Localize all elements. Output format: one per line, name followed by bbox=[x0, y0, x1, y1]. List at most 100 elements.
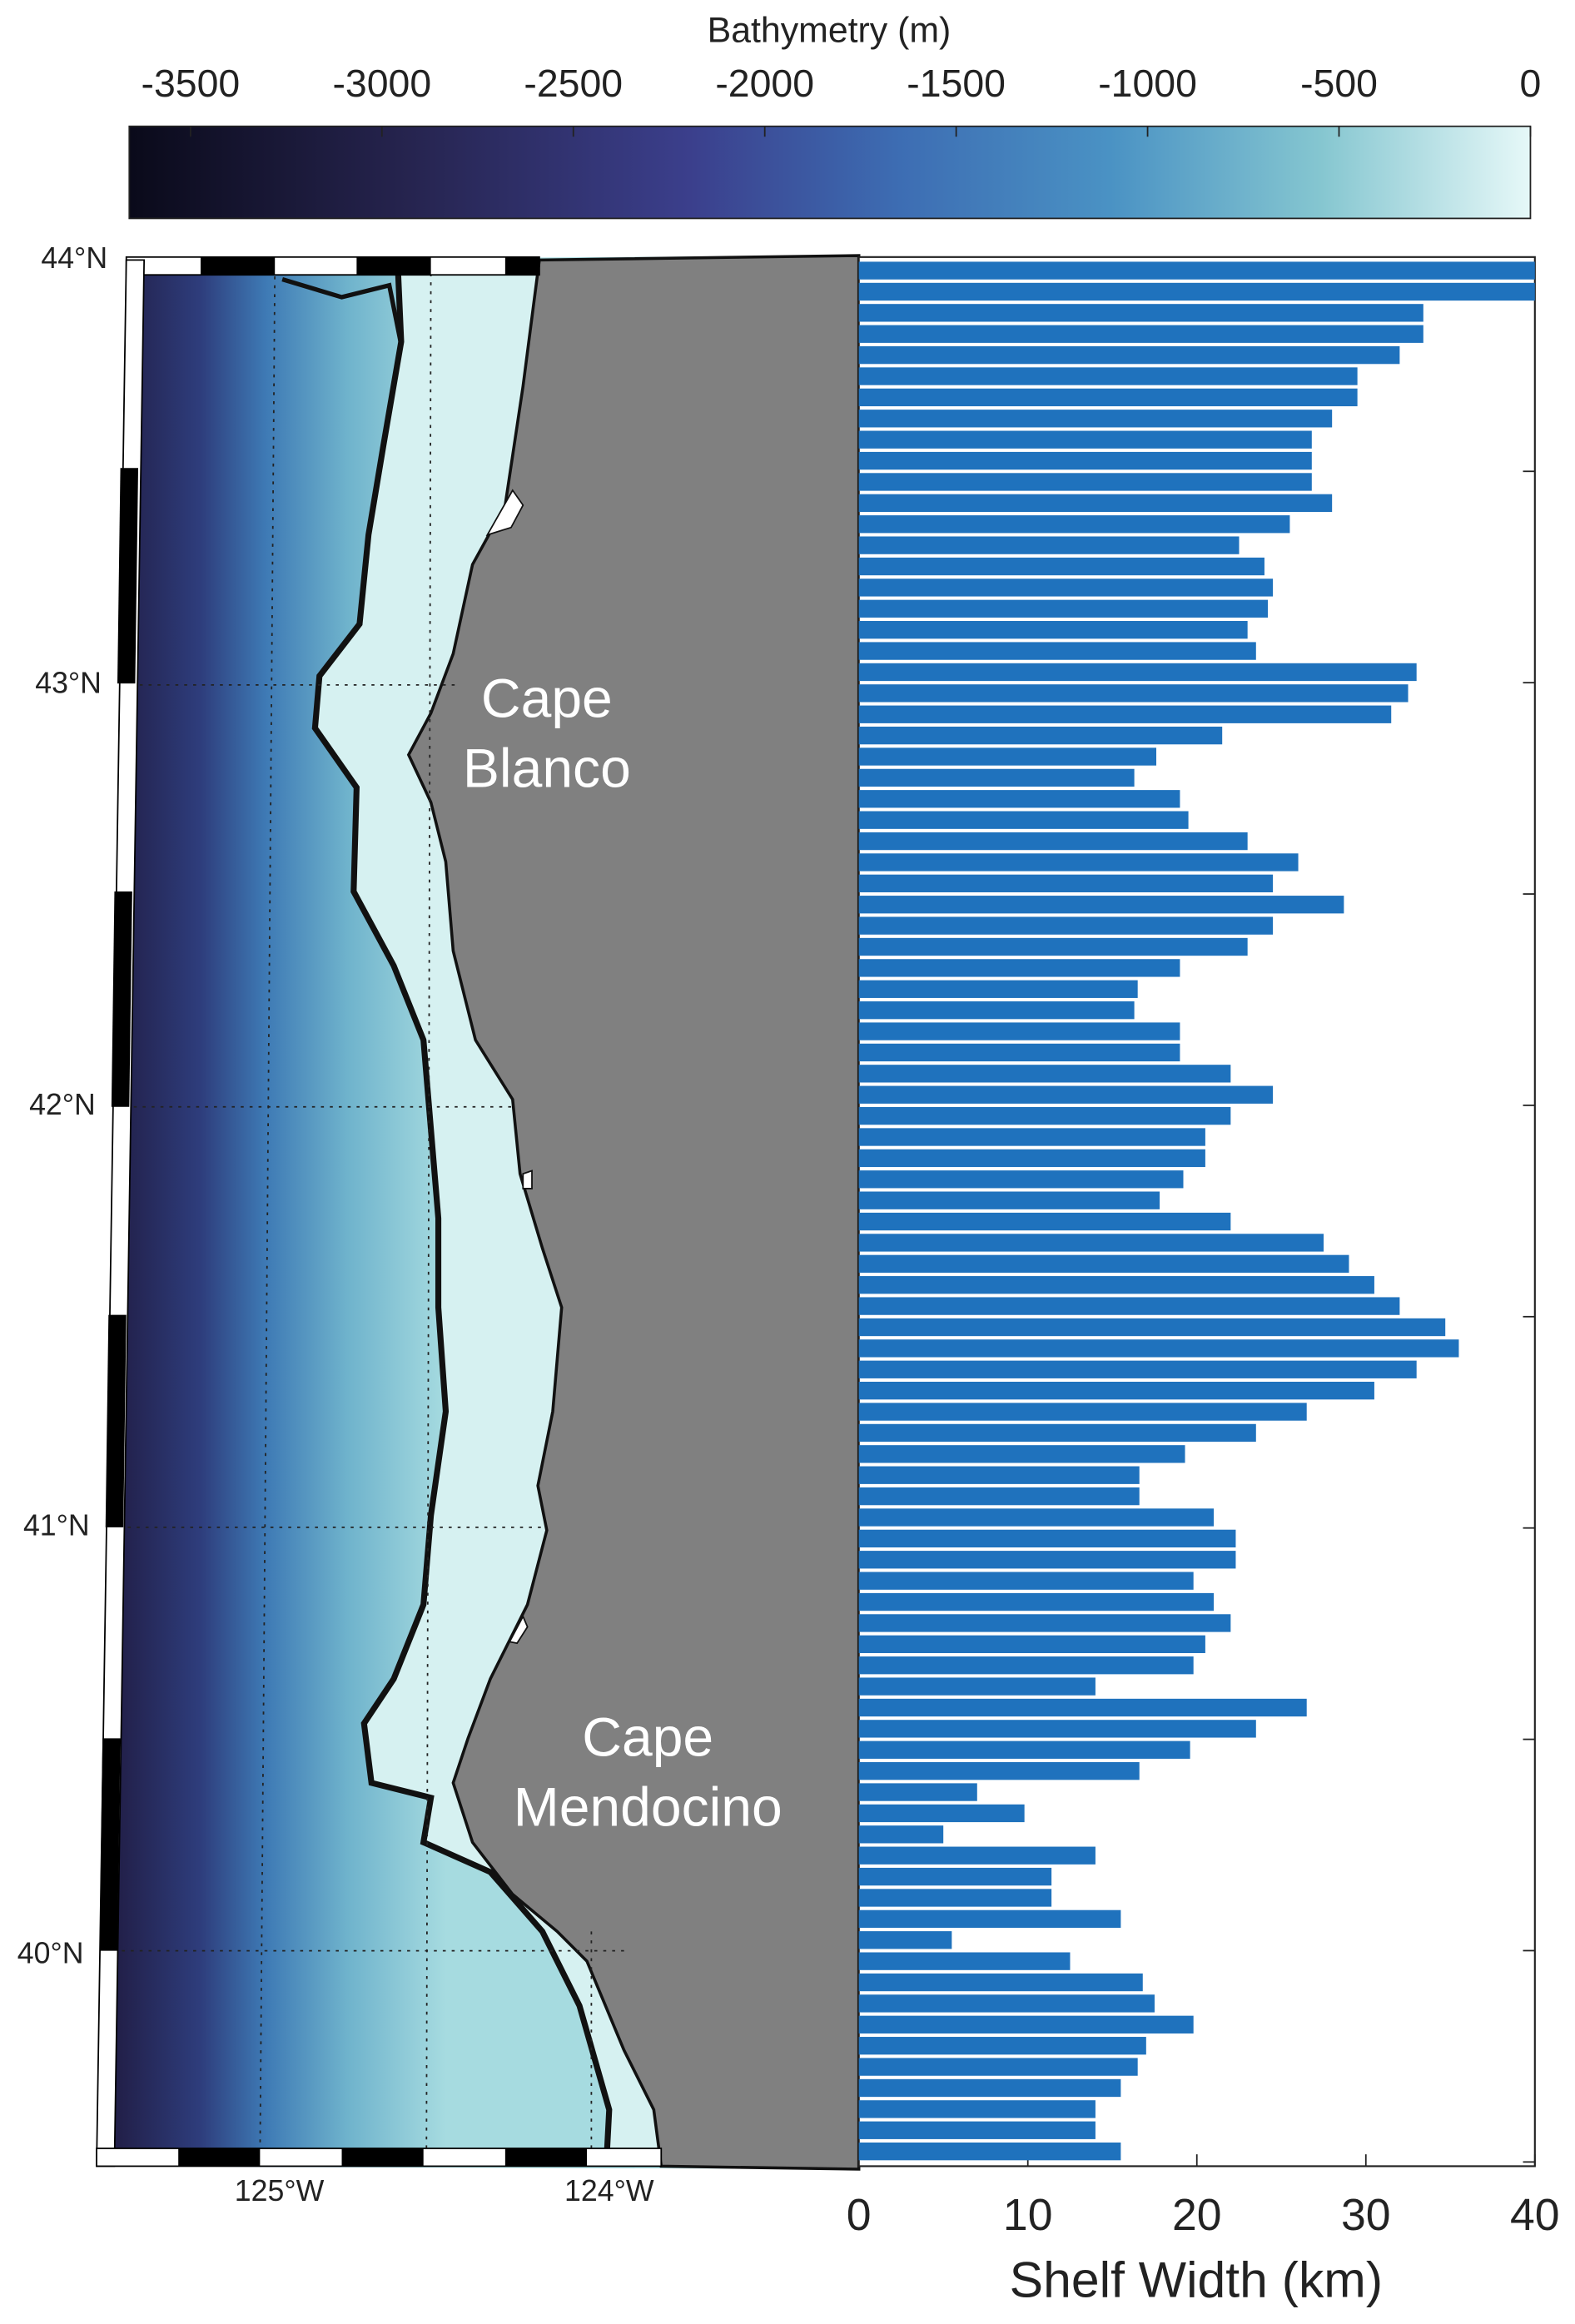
meridian bbox=[259, 267, 276, 2155]
annotation: Mendocino bbox=[514, 1775, 783, 1837]
bar bbox=[858, 916, 1274, 935]
bar bbox=[858, 1614, 1231, 1632]
frame-block bbox=[504, 256, 539, 276]
bar bbox=[858, 1001, 1135, 1020]
frame-top bbox=[125, 256, 540, 276]
bar bbox=[858, 325, 1423, 343]
bar bbox=[858, 536, 1240, 554]
bar bbox=[858, 1804, 1025, 1823]
bar bbox=[858, 345, 1400, 365]
bar bbox=[858, 1635, 1205, 1653]
lat-label: 40°N bbox=[17, 1936, 84, 1969]
bar bbox=[858, 515, 1290, 534]
bar bbox=[858, 473, 1312, 491]
bar bbox=[858, 1191, 1160, 1209]
bar bbox=[858, 1846, 1096, 1865]
bar bbox=[858, 853, 1299, 872]
bar bbox=[858, 304, 1423, 322]
bar bbox=[858, 2100, 1096, 2118]
bar bbox=[858, 1170, 1184, 1189]
x-tick-label: 0 bbox=[847, 2191, 872, 2240]
bar bbox=[858, 1318, 1446, 1337]
bar bbox=[858, 980, 1138, 998]
bar bbox=[858, 1783, 977, 1801]
bar bbox=[858, 1952, 1071, 1970]
bar bbox=[858, 663, 1417, 682]
bar bbox=[858, 1128, 1205, 1146]
bar bbox=[858, 261, 1535, 280]
bar bbox=[858, 896, 1344, 914]
bar bbox=[858, 1741, 1190, 1759]
bar bbox=[858, 811, 1189, 829]
bar bbox=[858, 1720, 1256, 1738]
colorbar-tick-label: 0 bbox=[1520, 62, 1542, 105]
bar bbox=[858, 768, 1135, 787]
bar bbox=[858, 1487, 1140, 1506]
frame-block bbox=[341, 2148, 424, 2167]
colorbar-title: Bathymetry (m) bbox=[708, 11, 951, 51]
bar bbox=[858, 1931, 952, 1949]
lat-label: 41°N bbox=[23, 1508, 90, 1542]
bar bbox=[858, 367, 1358, 385]
bar bbox=[858, 642, 1256, 660]
bar bbox=[858, 684, 1409, 703]
island bbox=[522, 1169, 533, 1189]
bar bbox=[858, 1973, 1143, 1992]
lon-label: 124°W bbox=[564, 2174, 654, 2207]
bar bbox=[858, 1445, 1185, 1463]
bar bbox=[858, 2078, 1121, 2098]
frame-block bbox=[99, 1738, 121, 1951]
bar bbox=[858, 1212, 1231, 1231]
colorbar bbox=[128, 125, 1532, 220]
bar bbox=[858, 1867, 1052, 1886]
bar bbox=[858, 1761, 1140, 1780]
bar bbox=[858, 1276, 1374, 1294]
frame-block bbox=[105, 1314, 127, 1527]
x-tick-label: 40 bbox=[1510, 2191, 1560, 2240]
bar bbox=[858, 599, 1269, 618]
x-axis-label: Shelf Width (km) bbox=[1010, 2251, 1383, 2307]
annotation: Blanco bbox=[463, 737, 631, 799]
bar bbox=[858, 1677, 1096, 1696]
shelf bbox=[315, 260, 662, 2167]
bar bbox=[858, 1382, 1374, 1400]
bar bbox=[858, 282, 1535, 301]
bar bbox=[858, 747, 1157, 766]
bar bbox=[858, 1656, 1194, 1675]
bar bbox=[858, 1022, 1180, 1040]
bar bbox=[858, 557, 1264, 576]
colorbar-tick-label: -1000 bbox=[1098, 62, 1197, 105]
bar bbox=[858, 1149, 1205, 1168]
bar bbox=[858, 430, 1312, 449]
lat-label: 42°N bbox=[29, 1088, 96, 1121]
x-tick-label: 10 bbox=[1003, 2191, 1053, 2240]
bar bbox=[858, 1466, 1140, 1484]
land bbox=[406, 254, 861, 2171]
colorbar-tick-label: -1500 bbox=[907, 62, 1006, 105]
frame-block bbox=[111, 891, 132, 1107]
frame-block bbox=[504, 2148, 588, 2167]
bar bbox=[858, 1085, 1274, 1104]
contour bbox=[281, 277, 404, 345]
colorbar-tick-label: -2500 bbox=[524, 62, 623, 105]
shelf-contour bbox=[311, 275, 613, 2167]
bar bbox=[858, 1889, 1052, 1907]
bar bbox=[858, 1254, 1349, 1273]
bar bbox=[858, 388, 1358, 407]
island bbox=[508, 1614, 529, 1645]
bar bbox=[858, 1339, 1459, 1358]
bar bbox=[858, 1297, 1400, 1315]
bar bbox=[858, 1698, 1307, 1717]
map-grid bbox=[103, 264, 624, 2155]
bar bbox=[858, 832, 1248, 851]
bar bbox=[858, 2015, 1194, 2034]
x-tick-label: 30 bbox=[1341, 2191, 1391, 2240]
map-frame bbox=[96, 256, 663, 2168]
bar bbox=[858, 1551, 1236, 1569]
frame-block bbox=[117, 468, 138, 684]
bar bbox=[858, 1508, 1215, 1527]
bar bbox=[858, 790, 1180, 808]
lat-label: 44°N bbox=[41, 241, 107, 275]
